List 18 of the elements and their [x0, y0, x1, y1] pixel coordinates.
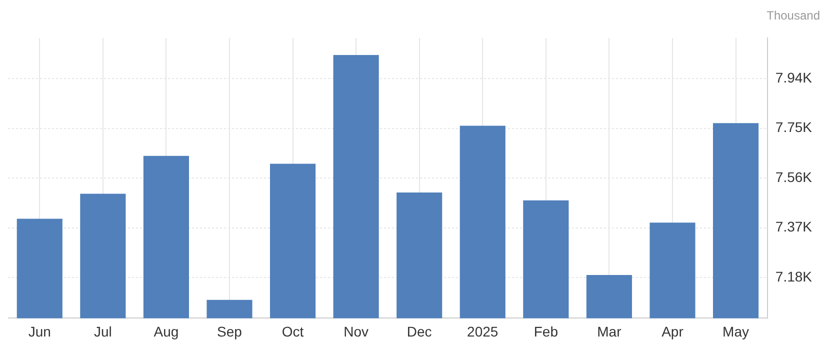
x-tick-label: Apr — [662, 323, 684, 340]
y-tick-label: 7.56K — [775, 168, 813, 185]
x-tick-label: Oct — [282, 323, 304, 340]
x-tick-label: 2025 — [467, 323, 498, 340]
x-tick-label: Mar — [597, 323, 622, 340]
y-tick-label: 7.37K — [775, 218, 813, 235]
x-tick-label: Dec — [406, 323, 432, 340]
x-tick-label: Nov — [344, 323, 369, 340]
y-tick-label: 7.18K — [775, 268, 813, 284]
y-axis-title: Thousand — [766, 8, 820, 22]
x-tick-label: Sep — [217, 323, 242, 340]
y-tick-label: 7.94K — [775, 69, 813, 86]
y-tick-label: 7.75K — [775, 119, 813, 136]
x-tick-label: Jul — [94, 323, 112, 340]
x-tick-label: Aug — [154, 323, 179, 340]
x-tick-label: Jun — [28, 323, 51, 340]
x-tick-label: May — [722, 323, 749, 340]
x-tick-label: Feb — [534, 323, 558, 340]
